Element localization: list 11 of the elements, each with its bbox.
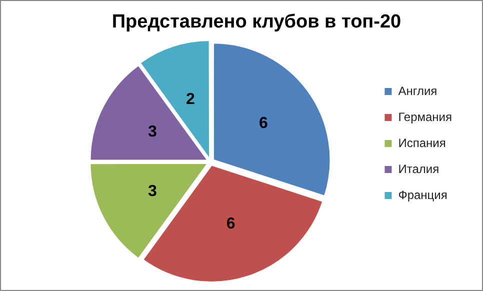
legend-label: Италия [398, 162, 440, 176]
legend-label: Испания [398, 136, 446, 150]
data-label: 6 [226, 215, 236, 232]
data-label: 3 [148, 124, 157, 141]
chart-title: Представлено клубов в топ-20 [112, 12, 402, 33]
legend-label: Германия [398, 110, 452, 124]
data-label: 6 [258, 114, 268, 132]
data-label: 2 [186, 91, 195, 108]
legend-label: Англия [398, 84, 438, 98]
data-label: 3 [148, 182, 157, 200]
legend-label: Франция [398, 188, 448, 202]
